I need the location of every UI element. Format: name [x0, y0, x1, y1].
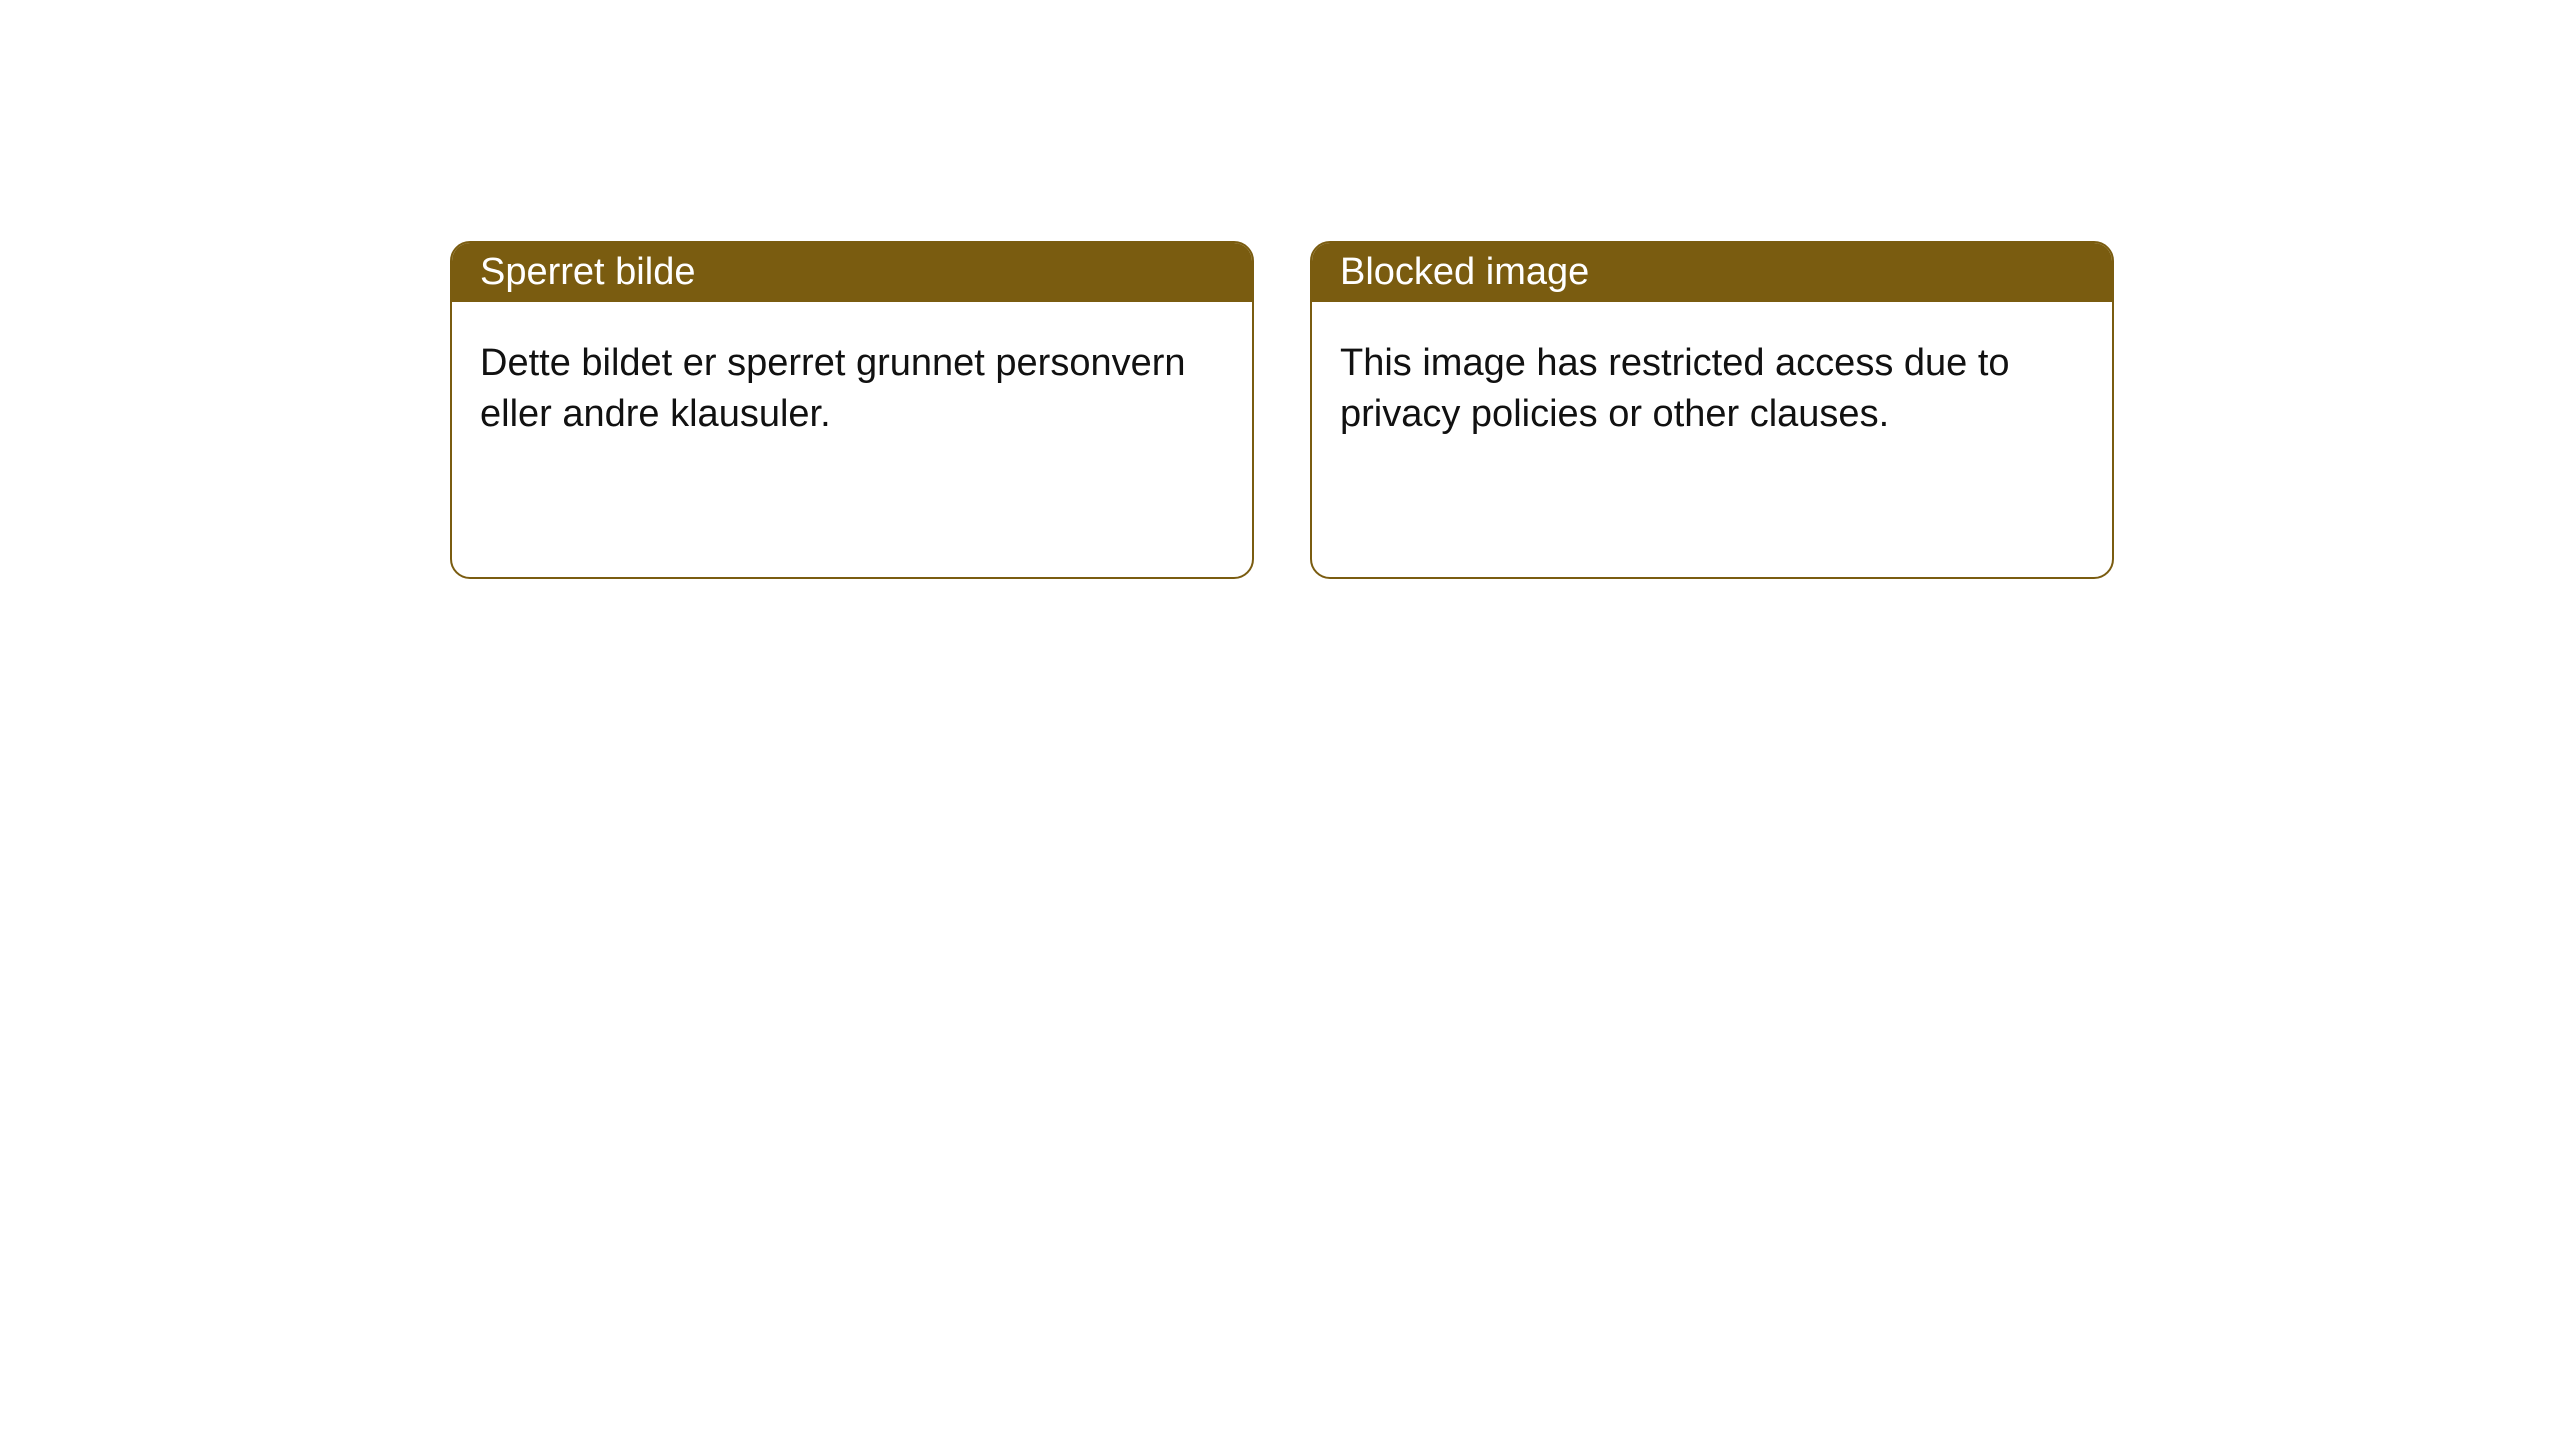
notice-body-en: This image has restricted access due to …	[1312, 302, 2112, 477]
notice-body-no: Dette bildet er sperret grunnet personve…	[452, 302, 1252, 477]
notice-title-en: Blocked image	[1312, 243, 2112, 302]
notice-card-en: Blocked image This image has restricted …	[1310, 241, 2114, 579]
notice-title-no: Sperret bilde	[452, 243, 1252, 302]
notice-card-no: Sperret bilde Dette bildet er sperret gr…	[450, 241, 1254, 579]
notice-container: Sperret bilde Dette bildet er sperret gr…	[0, 0, 2560, 579]
